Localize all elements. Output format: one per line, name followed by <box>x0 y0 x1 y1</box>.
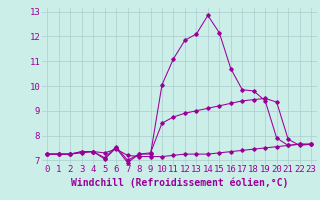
X-axis label: Windchill (Refroidissement éolien,°C): Windchill (Refroidissement éolien,°C) <box>70 177 288 188</box>
